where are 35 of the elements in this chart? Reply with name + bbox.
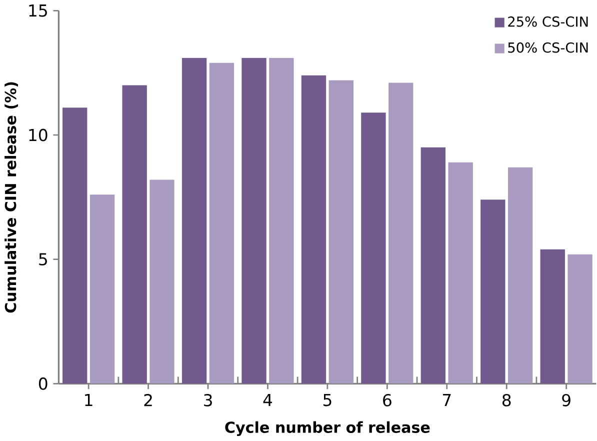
y-tick-label: 5: [39, 253, 47, 266]
bar: [420, 148, 446, 384]
bar: [388, 82, 414, 384]
x-tick-label: 7: [443, 394, 451, 406]
bar: [540, 250, 565, 384]
legend-label: 25% CS-CIN: [508, 16, 588, 28]
bar: [508, 168, 533, 384]
bar: [90, 194, 115, 384]
x-axis-title: Cycle number of release: [225, 422, 430, 436]
bar: [568, 254, 592, 384]
x-tick-label: 1: [85, 394, 92, 406]
bar: [182, 58, 207, 384]
bar: [122, 85, 147, 384]
y-tick-label: 0: [38, 378, 48, 390]
x-tick-label: 9: [562, 394, 570, 407]
bar: [301, 76, 326, 384]
x-tick-label: 3: [204, 394, 212, 407]
bar: [448, 162, 473, 384]
bar: [328, 80, 354, 384]
x-tick-label: 5: [323, 394, 332, 406]
bar: [269, 58, 294, 384]
bar: [62, 108, 88, 384]
y-tick-label: 10: [29, 128, 48, 142]
y-axis-title: Cumulative CIN release (%): [4, 82, 18, 313]
x-tick-label: 6: [383, 394, 392, 407]
x-tick-label: 4: [263, 394, 272, 406]
x-tick-label: 2: [144, 394, 152, 406]
bar: [480, 200, 506, 384]
bar: [242, 58, 266, 384]
bar: [361, 112, 386, 384]
y-tick-label: 15: [29, 4, 47, 17]
x-tick-label: 8: [502, 394, 511, 407]
bar: [209, 63, 234, 384]
bar: [150, 180, 174, 384]
legend-label: 50% CS-CIN: [508, 42, 588, 53]
